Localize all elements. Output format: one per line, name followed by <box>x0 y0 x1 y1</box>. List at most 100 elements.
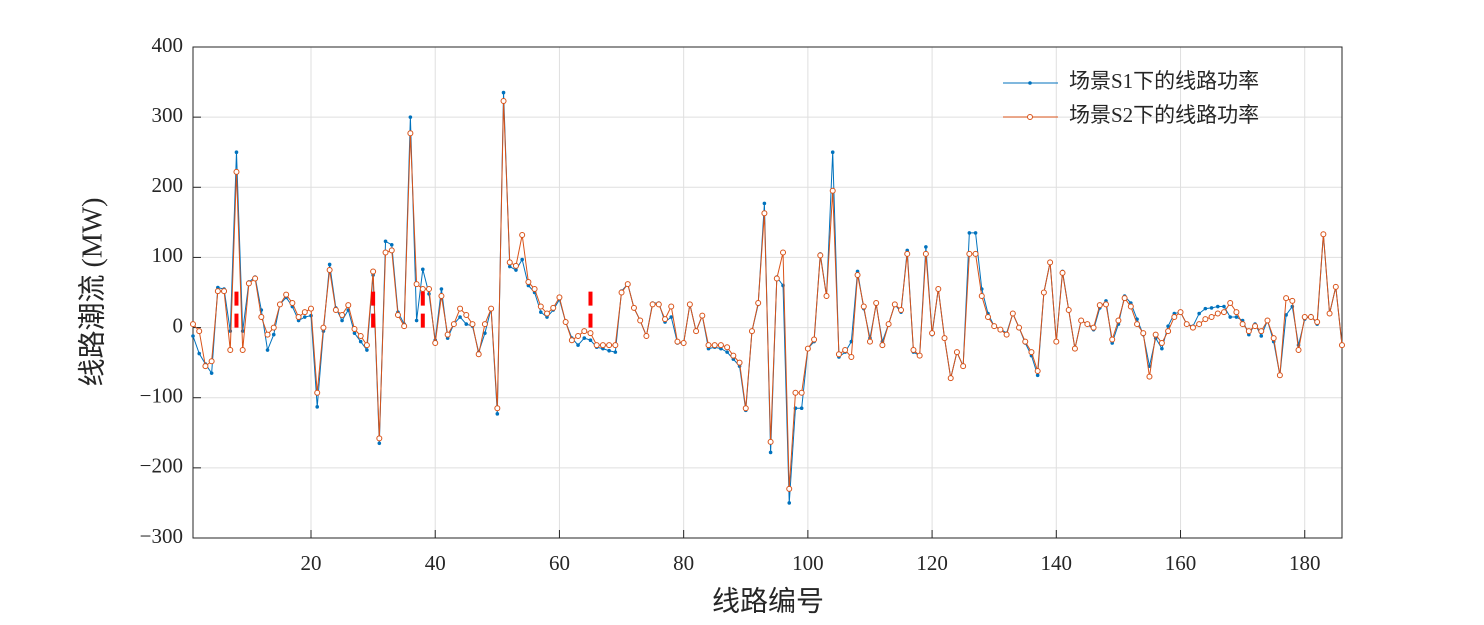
data-point <box>885 321 892 328</box>
data-point <box>408 115 413 119</box>
data-point <box>669 315 674 319</box>
data-point <box>1276 372 1283 379</box>
data-point <box>1165 328 1172 335</box>
data-point <box>1209 306 1214 310</box>
data-point <box>717 342 724 349</box>
data-point <box>1283 295 1290 302</box>
data-point <box>539 310 543 314</box>
data-point <box>1084 321 1091 328</box>
data-point <box>352 331 357 335</box>
data-point <box>1320 231 1327 238</box>
data-point <box>190 321 196 328</box>
data-point <box>208 358 215 365</box>
y-tick-label: 300 <box>152 103 184 127</box>
data-point <box>283 291 290 298</box>
data-point <box>438 293 445 300</box>
data-point <box>916 352 923 359</box>
data-point <box>922 250 929 257</box>
data-point <box>276 301 283 308</box>
data-point <box>1090 324 1097 331</box>
data-point <box>506 259 513 266</box>
data-point <box>630 304 637 311</box>
data-point <box>866 338 873 345</box>
data-point <box>463 311 470 318</box>
data-point <box>1202 316 1209 323</box>
data-point <box>599 342 606 349</box>
plot-frame <box>192 46 1343 539</box>
data-point <box>245 280 252 287</box>
data-point <box>854 271 861 278</box>
x-tick-label: 180 <box>1289 551 1321 575</box>
data-point <box>924 245 928 249</box>
data-point <box>1295 347 1302 354</box>
data-point <box>209 371 214 375</box>
data-point <box>556 294 563 301</box>
data-point <box>1183 321 1190 328</box>
data-point <box>643 332 650 339</box>
data-point <box>227 347 234 354</box>
data-point <box>444 331 451 338</box>
data-point <box>792 389 799 396</box>
data-point <box>1234 315 1239 319</box>
data-point <box>332 307 339 314</box>
data-point <box>606 342 613 349</box>
x-tick-label: 40 <box>425 551 446 575</box>
data-point <box>265 348 270 352</box>
data-point <box>860 303 867 310</box>
data-point <box>1177 309 1184 316</box>
data-point <box>668 303 675 310</box>
data-point <box>705 342 712 349</box>
data-point <box>419 285 426 292</box>
data-point <box>214 288 221 295</box>
y-tick-label: 400 <box>152 33 184 57</box>
legend-marker <box>1028 81 1032 85</box>
data-point <box>1197 311 1201 316</box>
data-point <box>1034 368 1041 375</box>
data-point <box>494 405 501 412</box>
data-point <box>1214 310 1221 317</box>
data-point <box>394 311 401 318</box>
data-point <box>1264 317 1271 324</box>
data-point <box>1208 314 1215 321</box>
data-point <box>680 340 687 347</box>
x-tick-label: 100 <box>792 551 824 575</box>
data-point <box>1078 317 1085 324</box>
data-point <box>984 314 991 321</box>
legend-label: 场景S2下的线路功率 <box>1069 103 1259 127</box>
data-point <box>618 289 625 296</box>
data-point <box>320 324 327 331</box>
x-tick-label: 160 <box>1165 551 1197 575</box>
data-point <box>351 325 358 332</box>
data-point <box>755 300 762 307</box>
data-point <box>357 332 364 339</box>
data-point <box>967 231 972 235</box>
data-point <box>1121 295 1128 302</box>
data-point <box>383 239 388 244</box>
data-point <box>544 310 551 317</box>
data-point <box>1065 307 1072 314</box>
data-point <box>421 267 425 272</box>
data-point <box>1203 306 1208 311</box>
data-point <box>469 321 476 328</box>
data-point <box>736 359 743 366</box>
data-point <box>910 347 917 354</box>
data-point <box>495 412 500 416</box>
data-point <box>1258 328 1265 335</box>
data-point <box>308 305 315 312</box>
data-point <box>904 250 911 257</box>
data-point <box>798 389 805 396</box>
data-point <box>537 303 544 310</box>
y-tick-label: −300 <box>140 524 183 548</box>
data-point <box>301 309 308 316</box>
data-point <box>520 257 524 262</box>
data-point <box>1233 309 1240 316</box>
data-point <box>501 90 506 95</box>
data-point <box>413 281 420 288</box>
data-point <box>1314 318 1321 325</box>
data-point <box>829 187 836 194</box>
data-point <box>898 307 905 314</box>
data-point <box>873 300 880 307</box>
y-tick-label: 200 <box>152 173 184 197</box>
data-point <box>1160 346 1164 351</box>
